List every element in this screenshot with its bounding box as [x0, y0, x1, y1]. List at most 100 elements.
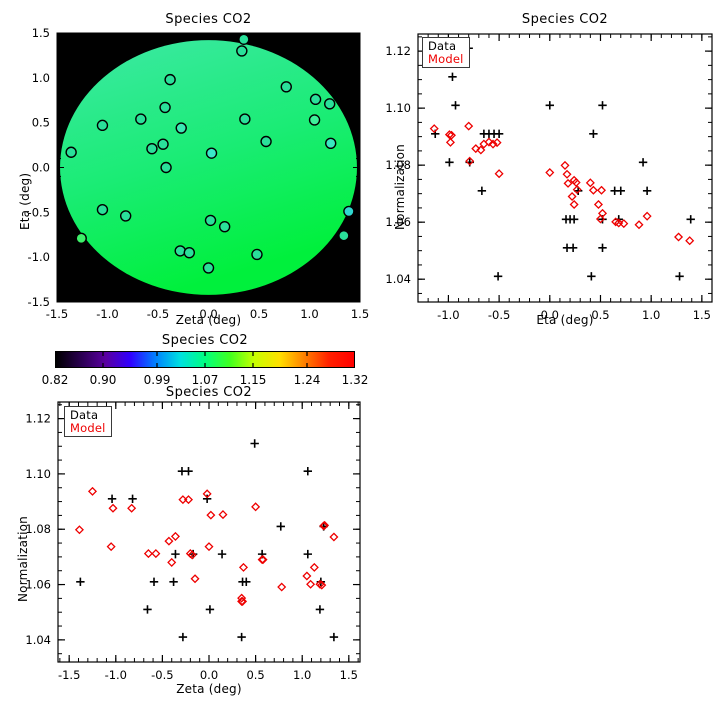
- data-marker-plus[interactable]: [477, 186, 487, 196]
- model-marker-diamond[interactable]: [446, 130, 456, 140]
- footprint-marker[interactable]: [135, 113, 147, 125]
- data-marker-plus[interactable]: [494, 129, 504, 138]
- footprint-marker[interactable]: [343, 205, 355, 218]
- data-marker-plus[interactable]: [675, 272, 684, 281]
- data-marker-plus[interactable]: [205, 605, 215, 614]
- data-marker-plus[interactable]: [587, 272, 596, 281]
- model-marker-diamond[interactable]: [257, 555, 267, 565]
- footprint-marker[interactable]: [183, 246, 196, 259]
- footprint-marker[interactable]: [308, 114, 321, 126]
- model-marker-diamond[interactable]: [471, 144, 481, 154]
- model-marker-diamond[interactable]: [476, 145, 486, 155]
- model-marker-diamond[interactable]: [202, 489, 212, 499]
- model-marker-diamond[interactable]: [444, 130, 454, 140]
- data-marker-plus[interactable]: [598, 243, 607, 253]
- data-marker-plus[interactable]: [128, 494, 137, 504]
- model-marker-diamond[interactable]: [306, 579, 316, 589]
- footprint-marker[interactable]: [309, 93, 322, 106]
- model-marker-diamond[interactable]: [87, 486, 98, 496]
- model-marker-diamond[interactable]: [74, 525, 84, 535]
- model-marker-diamond[interactable]: [108, 503, 118, 513]
- model-marker-diamond[interactable]: [588, 185, 598, 195]
- footprint-marker[interactable]: [157, 138, 169, 150]
- data-marker-plus[interactable]: [217, 549, 227, 559]
- footprint-marker[interactable]: [325, 137, 337, 149]
- footprint-marker[interactable]: [204, 214, 217, 227]
- data-marker-plus[interactable]: [76, 577, 85, 586]
- model-marker-diamond[interactable]: [206, 510, 216, 520]
- data-marker-plus[interactable]: [638, 158, 648, 167]
- data-marker-plus[interactable]: [598, 101, 607, 110]
- footprint-marker[interactable]: [218, 220, 231, 233]
- model-marker-diamond[interactable]: [465, 156, 475, 166]
- data-marker-plus[interactable]: [315, 605, 325, 614]
- model-marker-diamond[interactable]: [569, 199, 579, 210]
- model-marker-diamond[interactable]: [237, 593, 247, 603]
- model-marker-diamond[interactable]: [167, 557, 177, 567]
- footprint-marker[interactable]: [96, 119, 109, 132]
- data-marker-plus[interactable]: [276, 522, 285, 531]
- model-marker-diamond[interactable]: [319, 521, 329, 531]
- footprint-marker[interactable]: [238, 33, 250, 45]
- data-marker-plus[interactable]: [445, 158, 454, 167]
- footprint-marker[interactable]: [146, 142, 158, 155]
- footprint-marker[interactable]: [96, 203, 109, 216]
- model-marker-diamond[interactable]: [572, 185, 582, 195]
- model-marker-diamond[interactable]: [560, 160, 570, 170]
- model-marker-diamond[interactable]: [237, 596, 247, 606]
- model-marker-diamond[interactable]: [251, 502, 261, 512]
- data-marker-plus[interactable]: [237, 632, 246, 642]
- model-marker-diamond[interactable]: [642, 211, 652, 221]
- footprint-marker[interactable]: [160, 161, 172, 174]
- data-marker-plus[interactable]: [242, 577, 251, 586]
- model-marker-diamond[interactable]: [634, 220, 644, 230]
- model-marker-diamond[interactable]: [567, 191, 577, 202]
- model-marker-diamond[interactable]: [445, 137, 455, 147]
- data-marker-plus[interactable]: [184, 466, 193, 476]
- model-marker-diamond[interactable]: [183, 495, 194, 505]
- data-marker-plus[interactable]: [329, 632, 339, 642]
- model-marker-diamond[interactable]: [309, 562, 319, 572]
- footprint-marker[interactable]: [251, 248, 263, 261]
- data-marker-plus[interactable]: [545, 101, 554, 110]
- model-marker-diamond[interactable]: [488, 139, 498, 149]
- footprint-marker[interactable]: [239, 113, 251, 125]
- data-marker-plus[interactable]: [493, 272, 503, 281]
- data-marker-plus[interactable]: [178, 632, 188, 642]
- data-marker-plus[interactable]: [143, 605, 152, 614]
- model-marker-diamond[interactable]: [492, 138, 502, 148]
- model-marker-diamond[interactable]: [596, 185, 607, 195]
- data-marker-plus[interactable]: [202, 494, 212, 504]
- data-marker-plus[interactable]: [250, 439, 259, 448]
- model-marker-diamond[interactable]: [317, 580, 327, 590]
- model-marker-diamond[interactable]: [187, 550, 197, 560]
- model-marker-diamond[interactable]: [562, 169, 572, 179]
- footprint-marker[interactable]: [236, 45, 248, 57]
- model-marker-diamond[interactable]: [429, 124, 439, 134]
- data-marker-plus[interactable]: [451, 101, 460, 110]
- model-marker-diamond[interactable]: [593, 199, 603, 210]
- data-marker-plus[interactable]: [303, 549, 313, 559]
- footprint-marker[interactable]: [324, 98, 336, 110]
- data-marker-plus[interactable]: [568, 243, 578, 253]
- model-marker-diamond[interactable]: [258, 555, 268, 565]
- data-marker-plus[interactable]: [448, 72, 457, 81]
- eta-scatter-legend[interactable]: Data Model: [422, 37, 470, 68]
- model-marker-diamond[interactable]: [674, 232, 684, 242]
- model-marker-diamond[interactable]: [545, 168, 555, 178]
- model-marker-diamond[interactable]: [464, 121, 474, 131]
- model-marker-diamond[interactable]: [595, 214, 606, 224]
- model-marker-diamond[interactable]: [585, 178, 595, 188]
- footprint-marker[interactable]: [174, 245, 186, 257]
- model-marker-diamond[interactable]: [143, 549, 153, 559]
- data-marker-plus[interactable]: [589, 129, 598, 138]
- footprint-marker[interactable]: [202, 262, 215, 274]
- model-marker-diamond[interactable]: [302, 571, 312, 581]
- data-marker-plus[interactable]: [616, 186, 625, 196]
- footprint-marker[interactable]: [164, 73, 176, 86]
- model-marker-diamond[interactable]: [204, 542, 214, 552]
- model-marker-diamond[interactable]: [685, 236, 695, 246]
- model-marker-diamond[interactable]: [277, 582, 287, 592]
- footprint-marker[interactable]: [260, 135, 272, 148]
- footprint-marker[interactable]: [159, 101, 171, 114]
